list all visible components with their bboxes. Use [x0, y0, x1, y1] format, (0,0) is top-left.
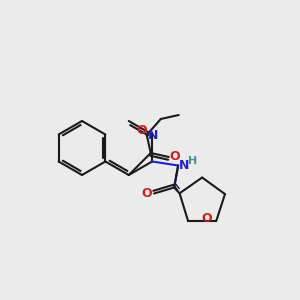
Text: O: O	[136, 124, 147, 137]
Text: O: O	[169, 151, 180, 164]
Text: N: N	[179, 159, 190, 172]
Text: O: O	[142, 187, 152, 200]
Text: H: H	[188, 155, 197, 166]
Text: O: O	[202, 212, 212, 225]
Text: N: N	[148, 129, 158, 142]
